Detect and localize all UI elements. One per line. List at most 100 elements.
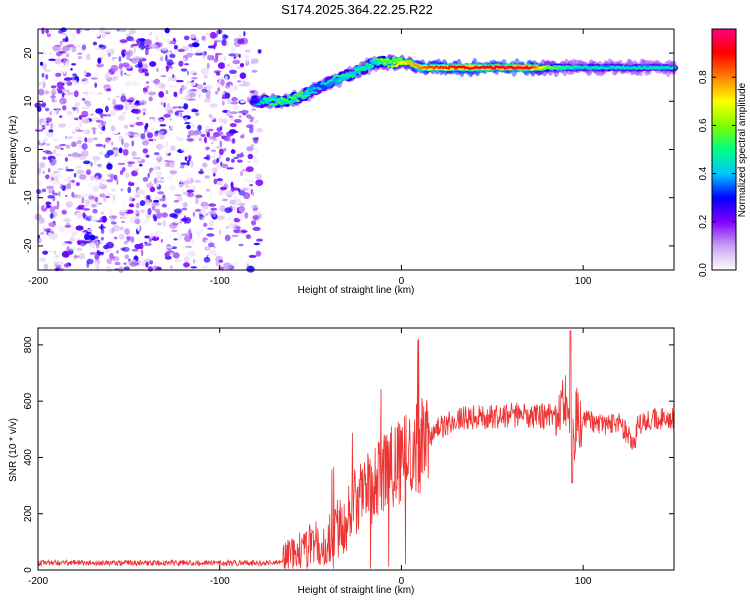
noise-cell xyxy=(128,182,135,187)
noise-cell xyxy=(83,252,91,255)
noise-cell xyxy=(236,153,244,158)
noise-cell xyxy=(244,49,251,53)
signal-cell xyxy=(258,103,262,106)
noise-cell xyxy=(84,233,91,241)
noise-cell xyxy=(199,255,205,258)
noise-cell xyxy=(251,191,255,196)
noise-cell xyxy=(96,63,104,68)
noise-cell xyxy=(220,79,225,86)
noise-cell xyxy=(123,266,130,271)
noise-cell xyxy=(142,148,148,154)
noise-cell xyxy=(145,154,150,158)
noise-cell xyxy=(42,82,46,89)
noise-cell xyxy=(127,186,132,194)
noise-cell xyxy=(53,149,57,155)
noise-cell xyxy=(188,209,191,212)
noise-cell xyxy=(77,240,81,246)
noise-cell xyxy=(100,112,104,119)
noise-cell xyxy=(95,47,103,50)
noise-cell xyxy=(81,91,90,95)
noise-cell xyxy=(149,181,152,185)
noise-cell xyxy=(71,106,78,110)
noise-cell xyxy=(90,203,97,208)
noise-cell xyxy=(164,160,169,162)
noise-cell xyxy=(176,232,183,236)
signal-cell xyxy=(299,91,304,95)
noise-cell xyxy=(170,145,176,152)
signal-cell xyxy=(370,65,375,68)
noise-cell xyxy=(249,40,254,44)
signal-cell xyxy=(492,67,497,70)
noise-cell xyxy=(243,119,249,124)
noise-cell xyxy=(187,53,195,56)
noise-cell xyxy=(220,186,227,191)
colorbar-label: Normalized spectral amplitude xyxy=(737,82,748,217)
noise-cell xyxy=(207,167,213,174)
noise-cell xyxy=(242,113,247,116)
noise-cell xyxy=(79,174,87,180)
noise-cell xyxy=(59,184,64,190)
noise-cell xyxy=(144,235,150,239)
noise-cell xyxy=(118,56,122,62)
noise-cell xyxy=(231,138,236,144)
figure-title: S174.2025.364.22.25.R22 xyxy=(281,2,433,17)
noise-cell xyxy=(39,139,43,143)
noise-cell xyxy=(167,88,173,93)
signal-cell xyxy=(336,74,340,78)
noise-cell xyxy=(103,196,107,203)
noise-cell xyxy=(204,98,212,103)
noise-cell xyxy=(75,225,84,231)
noise-cell xyxy=(84,264,88,271)
signal-cell xyxy=(361,65,366,69)
noise-cell xyxy=(124,254,129,260)
noise-cell xyxy=(66,182,72,190)
noise-cell xyxy=(231,104,240,112)
noise-cell xyxy=(161,177,164,180)
noise-cell xyxy=(184,156,188,162)
noise-cell xyxy=(173,213,179,219)
noise-cell xyxy=(152,139,156,144)
noise-cell xyxy=(43,263,49,270)
noise-cell xyxy=(152,44,159,50)
noise-cell xyxy=(132,157,141,160)
noise-cell xyxy=(70,68,73,71)
noise-cell xyxy=(169,222,178,229)
noise-cell xyxy=(63,77,72,81)
noise-cell xyxy=(234,198,242,206)
noise-cell xyxy=(44,201,52,208)
noise-cell xyxy=(50,95,56,99)
noise-cell xyxy=(248,81,256,87)
noise-cell xyxy=(103,244,110,250)
signal-cell xyxy=(277,101,282,104)
noise-cell xyxy=(121,62,130,68)
noise-cell xyxy=(49,206,55,214)
noise-cell xyxy=(193,130,202,135)
noise-cell xyxy=(157,222,162,226)
noise-cell xyxy=(52,93,55,96)
noise-cell xyxy=(144,39,152,46)
noise-cell xyxy=(237,38,245,45)
noise-cell xyxy=(166,59,174,66)
noise-cell xyxy=(190,34,197,39)
noise-cell xyxy=(133,108,142,115)
noise-cell xyxy=(114,236,118,240)
noise-cell xyxy=(61,209,67,215)
noise-cell xyxy=(158,145,166,149)
noise-cell xyxy=(160,75,167,78)
noise-cell xyxy=(182,103,189,110)
x-tick-label: -200 xyxy=(28,276,48,287)
noise-cell xyxy=(191,109,199,113)
noise-cell xyxy=(162,220,167,227)
noise-cell xyxy=(41,188,47,193)
noise-cell xyxy=(91,127,97,131)
noise-cell xyxy=(72,73,77,77)
noise-cell xyxy=(113,174,118,181)
noise-cell xyxy=(71,191,75,198)
noise-cell xyxy=(190,160,194,168)
noise-cell xyxy=(152,214,157,219)
noise-cell xyxy=(55,264,62,268)
noise-cell xyxy=(45,107,50,112)
noise-cell xyxy=(252,137,258,141)
noise-cell xyxy=(213,39,222,43)
noise-cell xyxy=(88,195,95,200)
